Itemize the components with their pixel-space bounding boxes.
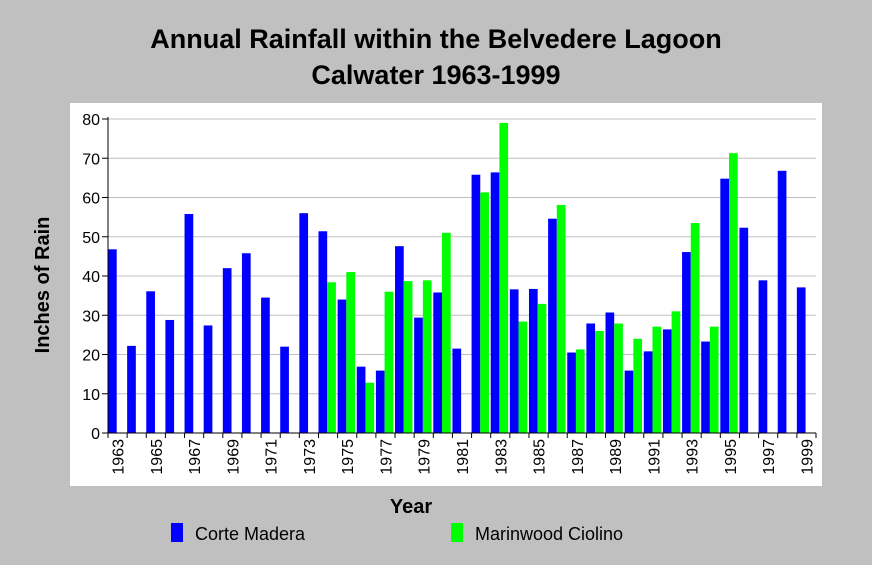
bar-marinwood-ciolino (652, 326, 662, 433)
bar-marinwood-ciolino (614, 323, 623, 433)
bar-marinwood-ciolino (365, 382, 375, 433)
x-tick-label: 1981 (455, 439, 472, 475)
bar-corte-madera (662, 329, 672, 433)
x-axis-label: Year (390, 496, 432, 518)
bar-corte-madera (299, 213, 309, 433)
bar-marinwood-ciolino (690, 223, 700, 433)
chart-subtitle: Calwater 1963-1999 (311, 60, 561, 90)
x-tick-label: 1971 (264, 439, 281, 475)
x-tick-label: 1997 (761, 439, 778, 475)
bar-marinwood-ciolino (633, 338, 643, 433)
bar-corte-madera (318, 231, 328, 433)
bar-corte-madera (184, 213, 194, 433)
bar-marinwood-ciolino (556, 204, 566, 433)
x-tick-label: 1977 (378, 439, 395, 475)
y-tick-label: 80 (82, 112, 100, 129)
bar-marinwood-ciolino (709, 326, 719, 433)
bar-corte-madera (165, 319, 175, 433)
x-tick-label: 1985 (532, 439, 549, 475)
bar-corte-madera (720, 178, 730, 433)
x-tick-label: 1983 (493, 439, 510, 475)
x-tick-label: 1975 (340, 439, 357, 475)
bar-marinwood-ciolino (346, 272, 356, 433)
x-tick-label: 1991 (646, 439, 663, 475)
y-tick-label: 10 (82, 387, 100, 404)
bar-corte-madera (146, 291, 155, 433)
bar-corte-madera (471, 174, 481, 434)
y-tick-label: 50 (82, 230, 100, 247)
bar-corte-madera (528, 288, 538, 433)
x-tick-label: 1967 (187, 439, 204, 475)
bar-marinwood-ciolino (384, 291, 394, 433)
x-tick-label: 1993 (685, 439, 702, 475)
bar-marinwood-ciolino (422, 280, 432, 433)
x-tick-label: 1969 (225, 439, 242, 475)
bar-marinwood-ciolino (575, 349, 585, 433)
chart-title: Annual Rainfall within the Belvedere Lag… (150, 24, 722, 54)
bar-marinwood-ciolino (595, 330, 604, 433)
bar-marinwood-ciolino (537, 303, 547, 433)
legend-swatch-marinwood-ciolino (451, 523, 463, 542)
x-tick-label: 1999 (799, 439, 816, 475)
bar-corte-madera (108, 249, 117, 433)
x-tick-label: 1995 (723, 439, 740, 475)
bar-corte-madera (624, 370, 634, 433)
bar-corte-madera (280, 346, 289, 433)
bar-corte-madera (414, 317, 423, 433)
bar-corte-madera (509, 289, 519, 433)
bar-marinwood-ciolino (518, 321, 528, 433)
bar-corte-madera (682, 252, 691, 433)
x-tick-label: 1965 (149, 439, 166, 475)
bar-corte-madera (643, 351, 653, 433)
y-tick-label: 30 (82, 308, 100, 325)
bar-corte-madera (758, 280, 768, 433)
x-tick-label: 1973 (302, 439, 319, 475)
bar-marinwood-ciolino (327, 282, 336, 433)
bar-corte-madera (490, 172, 500, 433)
bar-marinwood-ciolino (403, 281, 413, 433)
legend-label-marinwood-ciolino: Marinwood Ciolino (475, 524, 624, 544)
bar-corte-madera (796, 287, 806, 433)
bar-corte-madera (337, 299, 347, 433)
legend-swatch-corte-madera (171, 523, 183, 542)
x-tick-label: 1989 (608, 439, 625, 475)
bar-corte-madera (433, 292, 442, 433)
bar-corte-madera (586, 323, 596, 433)
bar-marinwood-ciolino (729, 153, 738, 433)
bar-corte-madera (375, 370, 385, 433)
y-tick-label: 70 (82, 151, 100, 168)
bar-corte-madera (548, 218, 557, 433)
bar-corte-madera (222, 268, 232, 433)
y-tick-label: 0 (91, 426, 100, 443)
bars (108, 122, 806, 434)
bar-corte-madera (739, 227, 749, 433)
y-tick-label: 20 (82, 348, 100, 365)
x-tick-label: 1987 (570, 439, 587, 475)
y-tick-label: 60 (82, 191, 100, 208)
axes: 0 10 20 30 40 50 60 70 80 1963 1965 1967 1969 1971 197… (82, 112, 817, 475)
bar-corte-madera (395, 246, 404, 433)
bar-corte-madera (203, 325, 213, 433)
bar-marinwood-ciolino (499, 122, 509, 434)
bar-corte-madera (452, 348, 462, 433)
legend-label-corte-madera: Corte Madera (195, 524, 306, 544)
bar-corte-madera (261, 297, 270, 433)
y-axis-label: Inches of Rain (32, 217, 54, 354)
bar-corte-madera (605, 312, 615, 433)
bar-corte-madera (356, 366, 366, 433)
bar-corte-madera (701, 341, 710, 433)
bar-corte-madera (567, 352, 576, 433)
x-tick-label: 1979 (417, 439, 434, 475)
y-tick-label: 40 (82, 269, 100, 286)
bar-marinwood-ciolino (480, 192, 489, 433)
bar-marinwood-ciolino (441, 232, 451, 433)
x-tick-label: 1963 (111, 439, 128, 475)
bar-marinwood-ciolino (671, 311, 681, 433)
bar-corte-madera (777, 170, 787, 433)
bar-corte-madera (241, 253, 251, 433)
bar-corte-madera (127, 345, 136, 433)
